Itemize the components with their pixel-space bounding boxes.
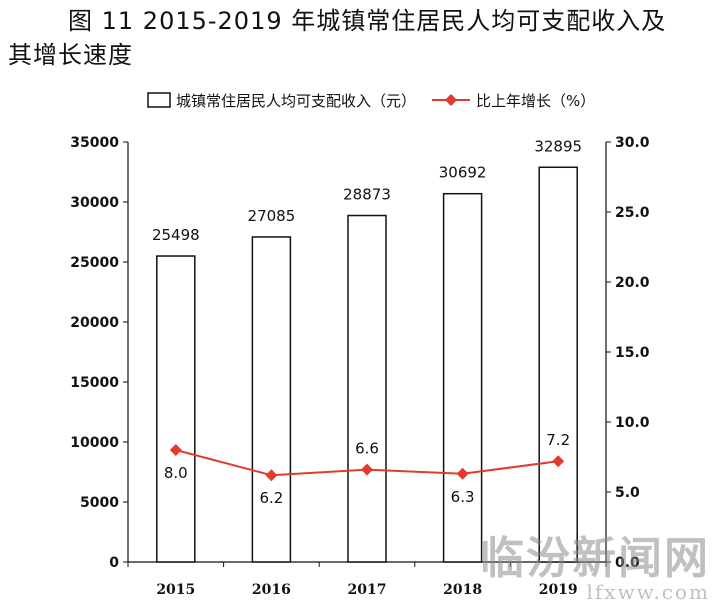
y-right-tick-label: 0.0 bbox=[615, 555, 640, 571]
growth-point bbox=[361, 463, 373, 476]
growth-value-label: 6.3 bbox=[451, 488, 475, 506]
bar bbox=[347, 214, 387, 563]
y-left-tick-label: 15000 bbox=[70, 375, 119, 391]
y-right-tick-label: 25.0 bbox=[615, 205, 650, 221]
y-left-tick-label: 20000 bbox=[70, 315, 119, 331]
y-right-tick-label: 15.0 bbox=[615, 345, 650, 361]
growth-point bbox=[552, 455, 565, 468]
chart-title-line-2: 其增长速度 bbox=[8, 41, 133, 69]
watermark: 临汾新闻网 lfxww.com bbox=[480, 522, 710, 604]
bar bbox=[251, 236, 292, 563]
y-left-tick-label: 25000 bbox=[70, 255, 119, 271]
y-left-tick-label: 0 bbox=[109, 555, 119, 571]
y-left-tick-label: 5000 bbox=[80, 495, 119, 511]
x-tick-label: 2017 bbox=[348, 582, 387, 598]
growth-value-label: 6.2 bbox=[259, 489, 283, 507]
growth-point bbox=[265, 469, 278, 482]
y-right-tick-label: 5.0 bbox=[615, 485, 640, 501]
growth-value-label: 8.0 bbox=[164, 464, 188, 482]
y-left-tick-label: 35000 bbox=[70, 135, 119, 151]
growth-value-label: 6.6 bbox=[355, 440, 379, 458]
chart-title-line-1: 图 11 2015-2019 年城镇常住居民人均可支配收入及 bbox=[68, 7, 667, 35]
y-left-tick-label: 10000 bbox=[70, 435, 119, 451]
bar-value-label: 32895 bbox=[534, 137, 582, 155]
watermark-url: lfxww.com bbox=[586, 580, 710, 604]
x-tick-label: 2016 bbox=[252, 582, 291, 598]
bar-value-label: 25498 bbox=[152, 226, 200, 244]
bar-value-label: 27085 bbox=[248, 207, 296, 225]
growth-value-label: 7.2 bbox=[546, 431, 570, 449]
growth-point bbox=[456, 467, 469, 480]
watermark-text: 临汾新闻网 bbox=[480, 533, 710, 584]
chart-title: 图 11 2015-2019 年城镇常住居民人均可支配收入及 其增长速度 bbox=[8, 4, 712, 72]
x-tick-label: 2015 bbox=[156, 582, 195, 598]
y-right-tick-label: 20.0 bbox=[615, 275, 650, 291]
bar-value-label: 28873 bbox=[343, 186, 391, 204]
legend-bar-label: 城镇常住居民人均可支配收入（元） bbox=[176, 92, 416, 110]
legend-bar-swatch bbox=[147, 92, 171, 108]
y-left-tick-label: 30000 bbox=[70, 195, 119, 211]
x-tick-label: 2018 bbox=[443, 582, 482, 598]
growth-point bbox=[169, 444, 182, 456]
bar bbox=[538, 166, 578, 563]
y-right-tick-label: 30.0 bbox=[615, 135, 650, 151]
bar-value-label: 30692 bbox=[439, 164, 487, 182]
bar bbox=[442, 192, 483, 563]
bar bbox=[156, 255, 196, 563]
legend-line-label: 比上年增长（%） bbox=[476, 92, 595, 110]
y-right-tick-label: 10.0 bbox=[615, 415, 650, 431]
x-tick-label: 2019 bbox=[539, 582, 578, 598]
legend-line-marker bbox=[445, 94, 457, 106]
